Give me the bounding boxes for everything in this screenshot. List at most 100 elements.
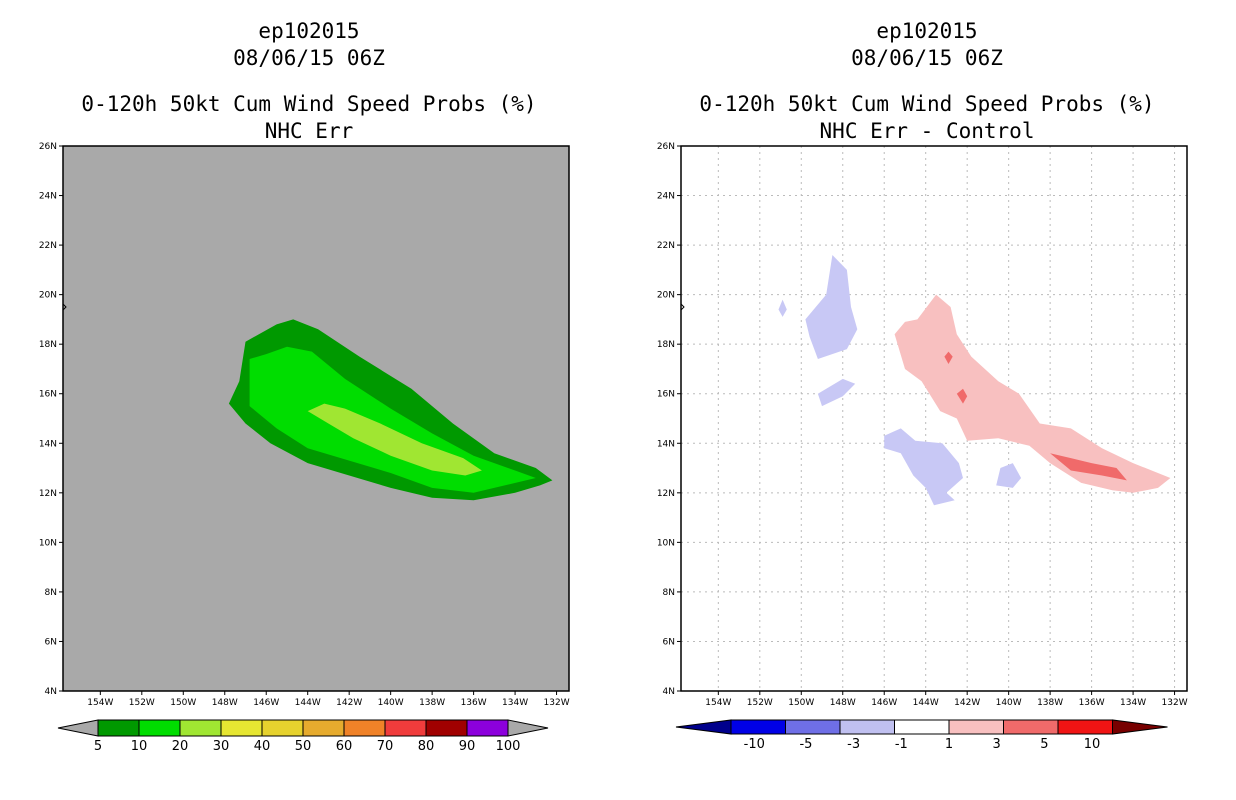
lat-tick-label: 10N <box>657 538 675 548</box>
colorbar-swatch <box>466 719 509 737</box>
chart-nhc-err: 4N 6N 8N 10N 12N 14N 16N 18N 20N 22N 24N 26N 154W 152… <box>39 142 570 754</box>
contour-3to5 <box>1050 453 1127 481</box>
colorbar-label: -3 <box>847 737 860 752</box>
lat-tick-label: 12N <box>657 489 675 499</box>
lon-tick-label: 152W <box>129 698 155 708</box>
coast-marker <box>62 303 67 311</box>
lat-tick-label: 16N <box>39 390 57 400</box>
colorbar-swatch <box>1057 719 1113 735</box>
lon-tick-label: 138W <box>1037 698 1063 708</box>
contour-3to5 <box>944 351 953 364</box>
lon-tick-label: 154W <box>705 698 731 708</box>
colorbar-swatch <box>220 719 263 737</box>
lat-tick-label: 26N <box>657 142 675 152</box>
colorbar-label: 70 <box>377 739 394 754</box>
colorbar-label: -1 <box>895 737 908 752</box>
chart-title-datetime: 08/06/15 06Z <box>233 46 385 70</box>
chart-title-storm-id: ep102015 <box>876 19 978 43</box>
colorbar-label: 1 <box>945 737 953 752</box>
lon-tick-label: 150W <box>788 698 814 708</box>
colorbar-under-triangle <box>57 719 99 737</box>
lon-tick-label: 132W <box>544 698 570 708</box>
chart-title-product: 0-120h 50kt Cum Wind Speed Probs (%) <box>699 92 1155 116</box>
chart-title-product: 0-120h 50kt Cum Wind Speed Probs (%) <box>81 92 537 116</box>
colorbar-label: 90 <box>459 739 476 754</box>
contour-3to5 <box>956 388 968 404</box>
colorbar-label: -5 <box>799 737 812 752</box>
lon-tick-label: 142W <box>336 698 362 708</box>
colorbar-label: 10 <box>1084 737 1101 752</box>
lon-tick-label: 136W <box>1079 698 1105 708</box>
colorbar-under-triangle <box>675 719 732 735</box>
panel-nhc-err-minus-control: ep102015 08/06/15 06Z 0-120h 50kt Cum Wi… <box>618 0 1236 800</box>
colorbar-label: 5 <box>1040 737 1048 752</box>
lon-tick-label: 144W <box>913 698 939 708</box>
chart-title-storm-id: ep102015 <box>258 19 360 43</box>
colorbar-label: 3 <box>993 737 1001 752</box>
lon-tick-label: 140W <box>378 698 404 708</box>
lat-tick-label: 26N <box>39 142 57 152</box>
lon-tick-label: 154W <box>87 698 113 708</box>
lat-tick-label: 10N <box>39 538 57 548</box>
lat-tick-label: 22N <box>657 241 675 251</box>
contour--3to-1 <box>817 378 856 407</box>
lat-tick-label: 6N <box>663 637 675 647</box>
contour-10-20 <box>249 346 536 493</box>
contour--3to-1 <box>805 255 858 359</box>
lat-tick-label: 18N <box>657 340 675 350</box>
colorbar-swatch <box>179 719 222 737</box>
colorbar-swatch <box>730 719 786 735</box>
colorbar-swatch <box>97 719 140 737</box>
colorbar-label: 100 <box>496 739 521 754</box>
colorbar-swatch <box>785 719 841 735</box>
colorbar-swatch <box>948 719 1004 735</box>
lat-tick-label: 20N <box>657 291 675 301</box>
lat-tick-label: 4N <box>45 687 57 697</box>
colorbar-label: 5 <box>94 739 102 754</box>
lon-tick-label: 144W <box>295 698 321 708</box>
colorbar-swatch <box>261 719 304 737</box>
contour-1to3 <box>894 294 1171 493</box>
colorbar-label: 20 <box>172 739 189 754</box>
lon-tick-label: 150W <box>170 698 196 708</box>
lon-tick-label: 140W <box>996 698 1022 708</box>
colorbar-label: -10 <box>744 737 765 752</box>
colorbar-label: 40 <box>254 739 271 754</box>
colorbar-label: 80 <box>418 739 435 754</box>
plot-background <box>681 146 1187 691</box>
lat-tick-label: 14N <box>39 439 57 449</box>
lon-tick-label: 152W <box>747 698 773 708</box>
lon-tick-label: 138W <box>419 698 445 708</box>
colorbar-label: 10 <box>131 739 148 754</box>
plot-frame <box>62 145 570 692</box>
lat-tick-label: 8N <box>45 588 57 598</box>
contour--3to-1 <box>884 428 963 506</box>
lon-tick-label: 146W <box>253 698 279 708</box>
lon-tick-label: 148W <box>212 698 238 708</box>
colorbar-swatch <box>138 719 181 737</box>
colorbar-swatch <box>894 719 950 735</box>
contour--3to-1 <box>996 463 1022 488</box>
chart-nhc-err-minus-control: 4N 6N 8N 10N 12N 14N 16N 18N 20N 22N 24N 26N 154W 152… <box>657 142 1188 752</box>
contour-20-30 <box>307 403 482 476</box>
lat-tick-label: 4N <box>663 687 675 697</box>
colorbar-swatch <box>302 719 345 737</box>
lat-tick-label: 22N <box>39 241 57 251</box>
colorbar-label: 60 <box>336 739 353 754</box>
lat-tick-label: 24N <box>657 192 675 202</box>
lat-tick-label: 14N <box>657 439 675 449</box>
lon-tick-label: 134W <box>1120 698 1146 708</box>
plot-frame <box>680 145 1188 692</box>
lat-tick-label: 6N <box>45 637 57 647</box>
colorbar-swatch <box>425 719 468 737</box>
lon-tick-label: 148W <box>830 698 856 708</box>
lat-tick-label: 12N <box>39 489 57 499</box>
colorbar-swatch <box>1003 719 1059 735</box>
colorbar-label: 30 <box>213 739 230 754</box>
lat-tick-label: 20N <box>39 291 57 301</box>
colorbar-swatch <box>839 719 895 735</box>
lon-tick-label: 132W <box>1162 698 1188 708</box>
panel-nhc-err: ep102015 08/06/15 06Z 0-120h 50kt Cum Wi… <box>39 19 570 754</box>
lon-tick-label: 134W <box>502 698 528 708</box>
lat-tick-label: 18N <box>39 340 57 350</box>
